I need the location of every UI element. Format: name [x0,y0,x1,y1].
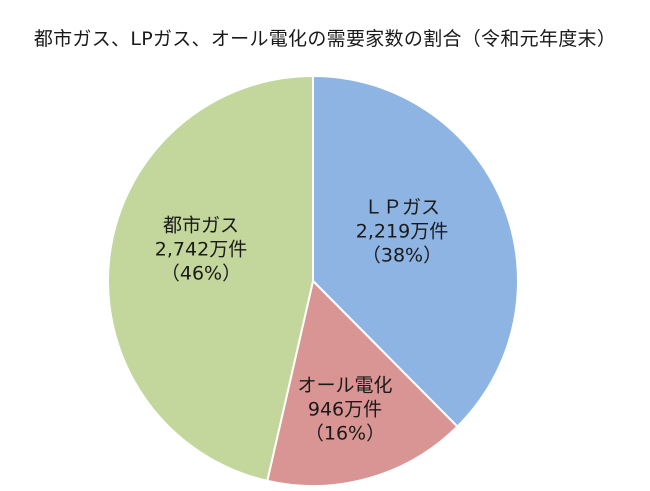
pie-slice-3 [107,74,314,483]
chart-title: 都市ガス、LPガス、オール電化の需要家数の割合（令和元年度末） [33,28,617,50]
slice-name-label: オール電化 [297,375,392,397]
slice-value-label: 946万件 [308,399,382,421]
slice-percent-label: （38%） [362,245,442,267]
slice-percent-label: （46%） [161,263,241,285]
pie-slice-1 [312,74,519,428]
slice-value-label: 2,219万件 [356,221,448,243]
slice-value-label: 2,742万件 [155,239,247,261]
slice-name-label: ＬＰガス [364,197,440,219]
slice-percent-label: （16%） [305,423,385,445]
pie-slice-2 [266,279,459,487]
slice-name-label: 都市ガス [163,215,239,237]
